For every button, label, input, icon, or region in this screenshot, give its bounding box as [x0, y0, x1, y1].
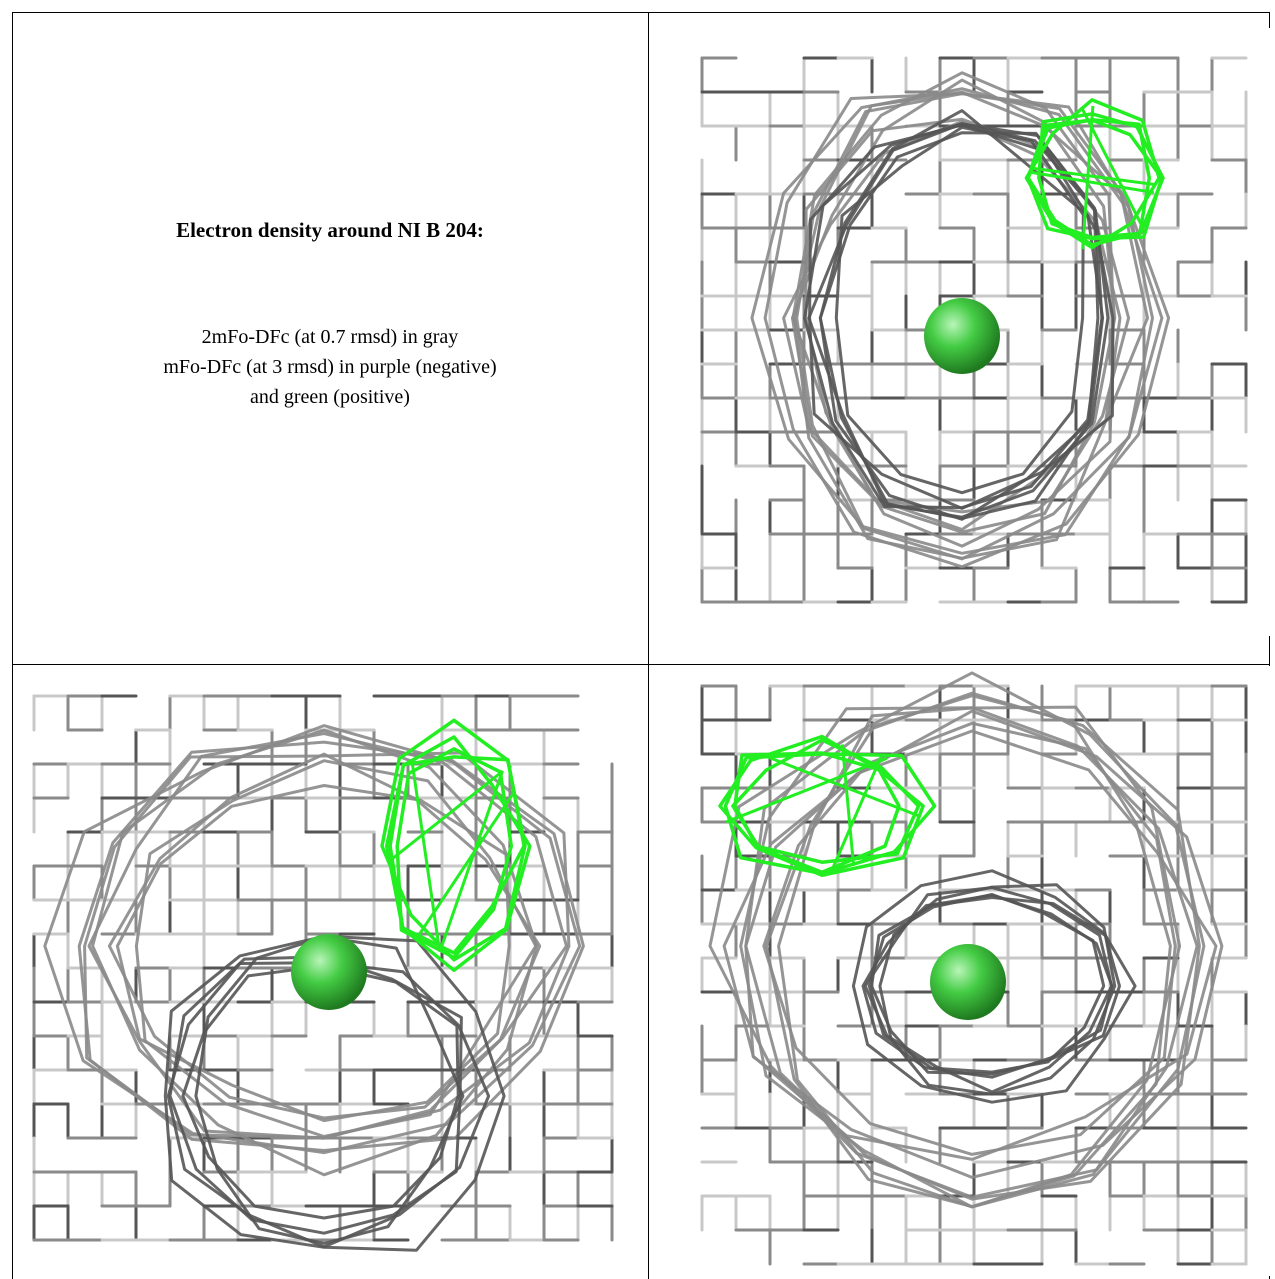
caption-line-2: mFo-DFc (at 3 rmsd) in purple (negative) — [12, 352, 648, 382]
positive-density-line — [725, 756, 888, 824]
positive-density-line — [1029, 166, 1155, 187]
ni-atom-sphere — [930, 944, 1006, 1020]
contour-line — [107, 752, 542, 1120]
density-view-top-right — [662, 28, 1270, 636]
ni-atom-sphere — [291, 934, 367, 1010]
density-view-bottom-right — [662, 666, 1270, 1276]
contour-line — [867, 893, 1106, 1074]
density-grid — [700, 56, 1248, 604]
positive-density-line — [388, 755, 526, 955]
caption-line-3: and green (positive) — [12, 382, 648, 412]
contour-line — [708, 671, 1206, 1199]
density-mesh-bottom-left — [32, 694, 614, 1252]
density-mesh-bottom-right — [700, 671, 1248, 1266]
figure-heading: Electron density around NI B 204: — [176, 218, 484, 242]
positive-density-blob — [718, 734, 937, 878]
contour-line — [744, 691, 1201, 1201]
contour-line — [803, 122, 1104, 510]
caption-line-1-text: 2mFo-DFc (at 0.7 rmsd) in gray — [201, 326, 459, 348]
positive-density-line — [438, 770, 504, 953]
contour-line — [87, 732, 568, 1140]
contour-line — [851, 869, 1137, 1104]
positive-density-line — [1024, 98, 1161, 250]
density-contour — [851, 869, 1137, 1104]
figure-table-frame — [12, 12, 1270, 1279]
contour-line — [863, 886, 1114, 1094]
caption-cell: Electron density around NI B 204: 2mFo-D… — [12, 12, 648, 664]
positive-density-line — [410, 761, 442, 952]
contour-line — [878, 883, 1117, 1096]
contour-line — [808, 123, 1115, 510]
positive-density-blob — [1024, 98, 1165, 250]
caption-line-2-text: mFo-DFc (at 3 rmsd) in purple (negative) — [163, 356, 497, 378]
positive-density-line — [1080, 106, 1143, 225]
table-horizontal-divider — [12, 664, 1270, 665]
contour-line — [834, 125, 1085, 495]
contour-line — [763, 92, 1171, 569]
density-contour — [43, 724, 585, 1177]
contour-line — [795, 92, 1154, 561]
contour-line — [77, 740, 585, 1152]
positive-density-line — [386, 770, 504, 864]
contour-line — [115, 784, 511, 1123]
positive-density-line — [380, 718, 527, 962]
table-vertical-divider — [648, 12, 649, 1279]
contour-line — [168, 955, 463, 1235]
contour-line — [791, 71, 1115, 548]
positive-density-line — [718, 734, 925, 878]
contour-line — [181, 964, 460, 1220]
positive-density-blob — [380, 718, 532, 973]
positive-density-line — [723, 752, 937, 876]
ni-atom-sphere — [924, 298, 1000, 374]
contour-line — [750, 87, 1164, 555]
positive-density-line — [1028, 170, 1154, 194]
positive-density-line — [395, 747, 514, 960]
positive-density-line — [384, 735, 532, 973]
caption-line-3-text: and green (positive) — [250, 386, 410, 408]
contour-line — [762, 721, 1177, 1156]
contour-line — [166, 961, 491, 1249]
positive-density-line — [831, 755, 883, 870]
density-contour — [803, 109, 1115, 521]
positive-density-line — [840, 744, 856, 866]
contour-line — [91, 728, 538, 1177]
caption-line-1: 2mFo-DFc (at 0.7 rmsd) in gray — [12, 322, 648, 352]
positive-density-line — [762, 753, 921, 818]
positive-density-line — [1081, 105, 1095, 250]
contour-line — [134, 759, 538, 1138]
density-contour — [708, 671, 1224, 1209]
density-view-bottom-left — [24, 666, 634, 1276]
positive-density-line — [1026, 118, 1152, 247]
contour-line — [194, 935, 465, 1245]
positive-density-line — [733, 751, 901, 875]
density-mesh-top-right — [700, 56, 1248, 604]
contour-line — [722, 709, 1224, 1179]
